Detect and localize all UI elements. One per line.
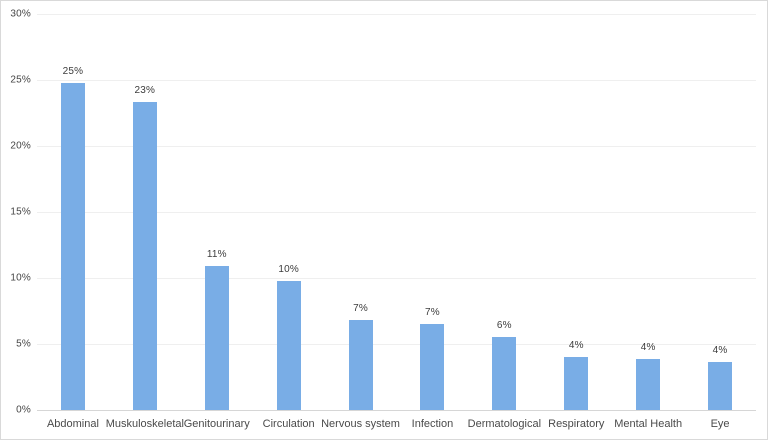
x-axis-category-label: Eye — [710, 418, 730, 430]
gridline — [37, 212, 756, 213]
y-axis-tick-label: 5% — [16, 338, 31, 350]
gridline — [37, 80, 756, 81]
y-axis-tick-label: 20% — [10, 140, 31, 152]
bar — [132, 102, 157, 410]
x-axis-category-label: Mental Health — [614, 418, 683, 430]
x-axis-category-label: Respiratory — [548, 418, 605, 430]
bar-value-label: 7% — [425, 307, 440, 319]
gridline — [37, 344, 756, 345]
y-axis-tick-label: 0% — [16, 404, 31, 416]
x-axis-category-label: Dermatological — [467, 418, 542, 430]
bar-value-label: 4% — [640, 341, 656, 353]
y-axis-tick-label: 10% — [10, 272, 31, 284]
bar — [492, 337, 517, 410]
bar — [60, 82, 85, 410]
x-axis-line — [37, 410, 756, 411]
bar — [564, 357, 589, 410]
gridline — [37, 14, 756, 15]
bar-value-label: 7% — [353, 303, 368, 315]
bar-value-label: 11% — [206, 249, 227, 261]
plot-area: 0% 5% 10% 15% 20% 25% 30% 25% Abdominal 23% Muskul… — [10, 9, 756, 430]
x-axis-category-label: Circulation — [262, 418, 315, 430]
bar — [348, 320, 373, 410]
x-axis-category-label: Abdominal — [46, 418, 99, 430]
bar-value-label: 4% — [568, 340, 584, 352]
y-axis-tick-label: 15% — [10, 206, 31, 218]
y-axis-tick-label: 30% — [10, 8, 31, 20]
bar-value-label: 6% — [496, 320, 512, 332]
bar — [276, 280, 301, 410]
bar — [204, 266, 229, 410]
gridline — [37, 278, 756, 279]
x-axis-category-label: Genitourinary — [183, 418, 250, 430]
x-axis-category-label: Muskuloskeletal — [105, 418, 184, 430]
x-axis-category-label: Nervous system — [321, 418, 400, 430]
bar — [636, 358, 661, 410]
gridline — [37, 146, 756, 147]
bar-value-label: 10% — [278, 263, 299, 275]
bar — [708, 362, 733, 410]
bar-value-label: 23% — [134, 85, 156, 97]
bar-value-label: 4% — [712, 345, 728, 357]
y-axis-tick-label: 25% — [10, 74, 31, 86]
bar-value-label: 25% — [62, 65, 84, 77]
bar — [420, 324, 445, 410]
x-axis-category-label: Infection — [411, 418, 454, 430]
